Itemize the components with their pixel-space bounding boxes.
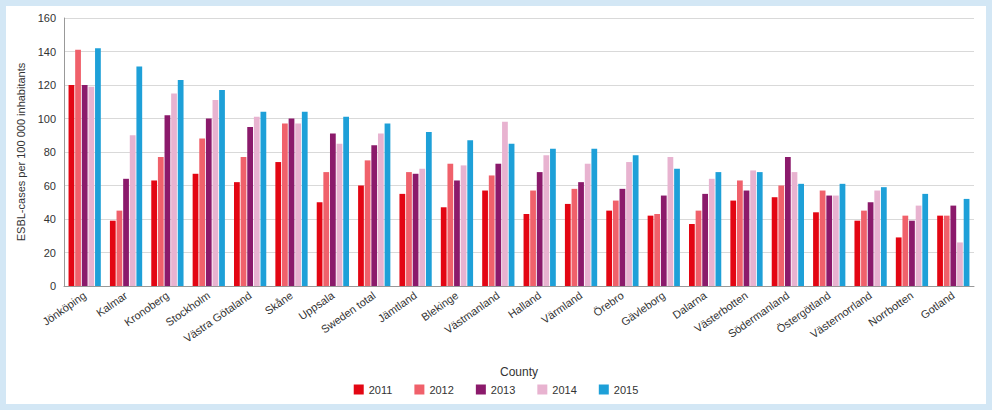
- svg-text:Halland: Halland: [506, 289, 543, 320]
- svg-text:60: 60: [44, 180, 56, 192]
- svg-text:Kalmar: Kalmar: [94, 289, 130, 319]
- svg-text:Kronoberg: Kronoberg: [122, 289, 171, 328]
- svg-text:Dalarna: Dalarna: [670, 289, 709, 321]
- svg-text:160: 160: [38, 12, 56, 24]
- svg-text:Västmanland: Västmanland: [442, 289, 501, 336]
- svg-text:2012: 2012: [429, 384, 453, 396]
- svg-text:County: County: [500, 365, 538, 379]
- svg-text:140: 140: [38, 46, 56, 58]
- svg-text:Sweden total: Sweden total: [319, 289, 378, 335]
- svg-text:120: 120: [38, 79, 56, 91]
- svg-text:Jämtland: Jämtland: [376, 289, 419, 324]
- svg-text:2011: 2011: [369, 384, 393, 396]
- svg-text:Östergötland: Östergötland: [774, 289, 833, 336]
- svg-text:ESBL-cases per 100 000 inhabit: ESBL-cases per 100 000 inhabitants: [15, 62, 27, 241]
- svg-text:Uppsala: Uppsala: [296, 289, 337, 323]
- svg-text:Stockholm: Stockholm: [163, 289, 213, 329]
- svg-text:Skåne: Skåne: [263, 289, 295, 317]
- svg-text:Norrbotten: Norrbotten: [866, 289, 915, 329]
- svg-text:Västernorrland: Västernorrland: [808, 289, 874, 340]
- svg-text:20: 20: [44, 247, 56, 259]
- svg-text:Södermanland: Södermanland: [725, 289, 792, 340]
- svg-text:80: 80: [44, 146, 56, 158]
- svg-text:40: 40: [44, 213, 56, 225]
- svg-text:0: 0: [50, 280, 56, 292]
- svg-text:100: 100: [38, 113, 56, 125]
- svg-text:Värmland: Värmland: [539, 289, 584, 326]
- svg-text:Örebro: Örebro: [591, 289, 626, 318]
- svg-text:2014: 2014: [552, 384, 576, 396]
- svg-text:Jönköping: Jönköping: [40, 289, 88, 328]
- svg-text:Västerbotten: Västerbotten: [692, 289, 750, 335]
- svg-text:Gävleborg: Gävleborg: [619, 289, 667, 328]
- svg-text:Västra Götaland: Västra Götaland: [182, 289, 254, 344]
- svg-text:2015: 2015: [614, 384, 638, 396]
- svg-text:2013: 2013: [491, 384, 515, 396]
- svg-text:Blekinge: Blekinge: [419, 289, 461, 324]
- svg-text:Gotland: Gotland: [918, 289, 956, 321]
